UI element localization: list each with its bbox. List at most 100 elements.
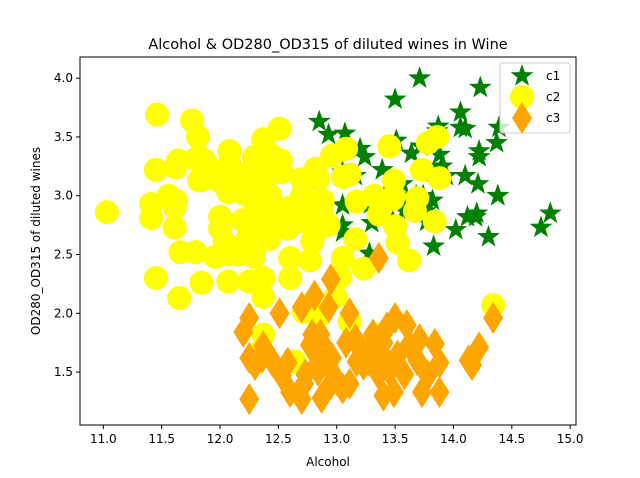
y-tick-label: 2.5: [54, 248, 73, 262]
point-c1: [370, 157, 394, 180]
point-c1: [449, 100, 472, 122]
point-c2: [162, 215, 187, 240]
legend-item-c3: c3: [512, 102, 560, 134]
legend-marker-c2: [510, 85, 534, 109]
point-c3: [299, 329, 320, 362]
point-c2: [180, 108, 205, 133]
point-c2: [405, 186, 430, 211]
point-c2: [278, 266, 303, 291]
point-c2: [383, 214, 408, 239]
point-c3: [358, 344, 379, 377]
point-c1: [466, 171, 490, 194]
point-c3: [239, 383, 260, 416]
y-tick-label: 4.0: [54, 71, 73, 85]
point-c2: [167, 286, 192, 311]
point-c2: [278, 246, 303, 271]
point-c1: [307, 109, 331, 132]
point-c2: [337, 162, 362, 187]
legend-label-c3: c3: [546, 111, 560, 125]
point-c2: [415, 130, 440, 155]
y-tick-label: 3.5: [54, 130, 73, 144]
point-c3: [469, 331, 490, 364]
point-c2: [380, 187, 405, 212]
point-c1: [331, 213, 354, 235]
point-c1: [422, 234, 446, 256]
point-c1: [428, 142, 451, 165]
point-c2: [217, 139, 242, 164]
point-c1: [400, 141, 423, 164]
point-c1: [408, 66, 432, 88]
point-c1: [444, 217, 468, 240]
series-c3: [233, 242, 504, 416]
point-c2: [183, 147, 208, 172]
point-c2: [145, 102, 170, 127]
point-c2: [230, 208, 255, 233]
point-c1: [333, 121, 357, 144]
point-c2: [275, 216, 300, 241]
point-c3: [394, 358, 415, 391]
point-c3: [295, 358, 316, 391]
point-c1: [456, 204, 479, 227]
legend-item-c2: c2: [510, 85, 560, 109]
point-c3: [399, 329, 420, 362]
point-c2: [258, 142, 283, 167]
point-c2: [267, 116, 292, 141]
point-c2: [156, 183, 181, 208]
y-tick-label: 3.0: [54, 189, 73, 203]
point-c1: [353, 144, 377, 167]
x-tick-label: 11.5: [148, 432, 175, 446]
point-c3: [429, 376, 450, 409]
legend-label-c1: c1: [546, 69, 560, 83]
point-c3: [326, 364, 347, 397]
point-c1: [358, 241, 381, 264]
point-c2: [307, 197, 332, 222]
x-tick-label: 13.5: [382, 432, 409, 446]
x-tick-label: 14.5: [498, 432, 525, 446]
point-c2: [330, 246, 355, 271]
plot-marks: [94, 66, 562, 416]
point-c1: [487, 115, 511, 138]
point-c1: [430, 154, 454, 177]
point-c1: [468, 75, 492, 98]
point-c1: [477, 224, 500, 247]
x-tick-label: 12.5: [265, 432, 292, 446]
point-c1: [421, 188, 444, 211]
x-axis-label: Alcohol: [306, 455, 350, 469]
point-c2: [377, 134, 402, 159]
point-c3: [269, 297, 290, 330]
point-c2: [216, 269, 241, 294]
point-c2: [187, 168, 212, 193]
point-c2: [143, 157, 168, 182]
point-c2: [251, 183, 276, 208]
point-c3: [339, 297, 360, 330]
point-c1: [467, 144, 491, 167]
x-tick-label: 14.0: [440, 432, 467, 446]
point-c3: [336, 326, 357, 359]
point-c3: [245, 349, 266, 382]
point-c2: [320, 143, 345, 168]
x-tick-label: 15.0: [557, 432, 584, 446]
point-c2: [208, 169, 233, 194]
point-c1: [383, 87, 407, 110]
point-c3: [373, 379, 394, 412]
legend-item-c1: c1: [510, 64, 560, 86]
point-c3: [239, 341, 260, 374]
legend-marker-c1: [510, 64, 534, 86]
point-c2: [163, 155, 188, 180]
point-c1: [453, 116, 477, 139]
point-c3: [483, 302, 504, 335]
point-c1: [453, 163, 477, 186]
point-c2: [300, 229, 325, 254]
point-c1: [485, 130, 509, 153]
x-tick-label: 13.0: [323, 432, 350, 446]
point-c3: [339, 367, 360, 400]
x-tick-label: 11.0: [90, 432, 117, 446]
point-c3: [291, 291, 312, 324]
point-c2: [250, 214, 275, 239]
point-c2: [208, 204, 233, 229]
point-c3: [424, 327, 445, 360]
point-c2: [278, 195, 303, 220]
point-c2: [251, 284, 276, 309]
point-c2: [183, 240, 208, 265]
point-c2: [351, 256, 376, 281]
